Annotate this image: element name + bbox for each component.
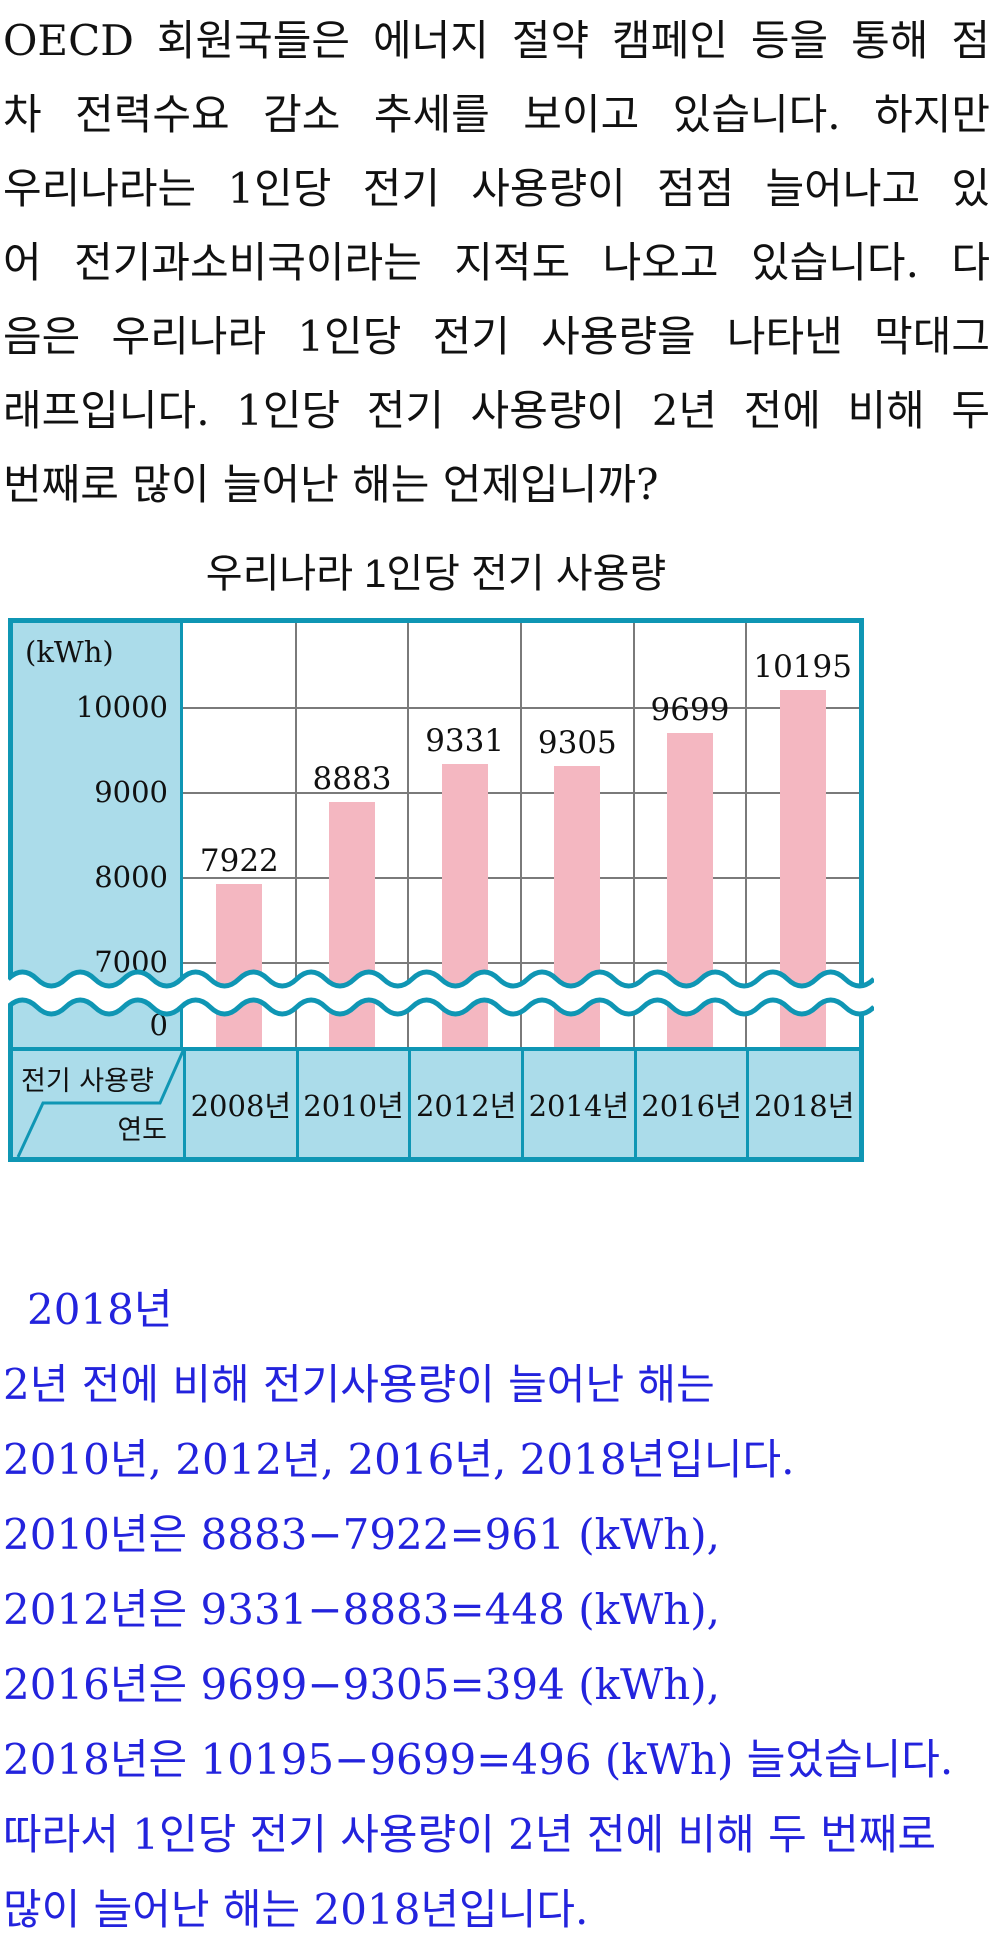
y-tick-10000: 10000 — [75, 690, 168, 724]
solution-line: 2018년은 10195−9699=496 (kWh) 늘었습니다. — [3, 1735, 954, 1784]
problem-line: 음은 우리나라 1인당 전기 사용량을 나타낸 막대그 — [3, 312, 990, 361]
solution-line: 2년 전에 비해 전기사용량이 늘어난 해는 — [3, 1360, 715, 1409]
solution-line: 2010년, 2012년, 2016년, 2018년입니다. — [3, 1435, 795, 1484]
bar-value-label: 10195 — [753, 649, 852, 686]
header-corner-cell: 전기 사용량 연도 — [13, 1050, 185, 1158]
y-tick-0: 0 — [149, 1008, 168, 1042]
problem-line: 차 전력수요 감소 추세를 보이고 있습니다. 하지만 — [3, 90, 990, 139]
bar-value-label: 8883 — [312, 760, 392, 797]
year-cell-2018: 2018년 — [746, 1051, 859, 1157]
year-cell-2012: 2012년 — [408, 1051, 521, 1157]
y-axis-unit-label: (kWh) — [25, 635, 114, 669]
bar-2008 — [216, 883, 263, 1047]
corner-col-label: 연도 — [117, 1115, 167, 1146]
year-cell-2014: 2014년 — [521, 1051, 634, 1157]
solution-line: 따라서 1인당 전기 사용량이 2년 전에 비해 두 번째로 — [3, 1810, 937, 1859]
chart-title: 우리나라 1인당 전기 사용량 — [205, 552, 667, 596]
corner-row-label: 전기 사용량 — [21, 1066, 154, 1097]
problem-line: 어 전기과소비국이라는 지적도 나오고 있습니다. 다 — [3, 238, 990, 287]
gridline-vertical — [520, 623, 522, 1047]
problem-line: 번째로 많이 늘어난 해는 언제입니까? — [3, 460, 659, 509]
bar-chart: (kWh) 10000 9000 8000 7000 0 7922 8 — [8, 618, 874, 1162]
answer-line: 2018년 — [27, 1285, 173, 1334]
y-axis-panel: (kWh) 10000 9000 8000 7000 0 — [13, 623, 183, 1047]
bar-value-label: 9699 — [650, 691, 730, 728]
corner-diagonal-divider — [16, 1050, 185, 1158]
solution-block: 2018년 2년 전에 비해 전기사용량이 늘어난 해는 2010년, 2012… — [3, 1272, 990, 1941]
year-cell-2010: 2010년 — [295, 1051, 409, 1157]
problem-line: 우리나라는 1인당 전기 사용량이 점점 늘어나고 있 — [3, 164, 990, 213]
solution-line: 2010년은 8883−7922=961 (kWh), — [3, 1510, 720, 1559]
problem-line: 래프입니다. 1인당 전기 사용량이 2년 전에 비해 두 — [3, 386, 990, 435]
y-tick-9000: 9000 — [94, 775, 168, 809]
bar-value-label: 7922 — [199, 842, 279, 879]
gridline-vertical — [745, 623, 747, 1047]
x-axis-header-row: 전기 사용량 연도 2008년 2010년 2012년 2014년 2016년 … — [13, 1047, 859, 1158]
bar-value-label: 9305 — [537, 725, 617, 762]
problem-line: OECD 회원국들은 에너지 절약 캠페인 등을 통해 점 — [3, 16, 990, 65]
bar-value-label: 9331 — [425, 722, 505, 759]
solution-line: 2016년은 9699−9305=394 (kWh), — [3, 1660, 720, 1709]
axis-break-wave — [8, 969, 874, 1017]
problem-statement: OECD 회원국들은 에너지 절약 캠페인 등을 통해 점 차 전력수요 감소 … — [3, 4, 990, 522]
gridline-vertical — [407, 623, 409, 1047]
gridline-vertical — [633, 623, 635, 1047]
solution-line: 많이 늘어난 해는 2018년입니다. — [3, 1885, 589, 1934]
year-cell-2016: 2016년 — [633, 1051, 747, 1157]
year-cell-2008: 2008년 — [183, 1051, 296, 1157]
y-tick-8000: 8000 — [94, 860, 168, 894]
solution-line: 2012년은 9331−8883=448 (kWh), — [3, 1585, 720, 1634]
gridline-vertical — [295, 623, 297, 1047]
